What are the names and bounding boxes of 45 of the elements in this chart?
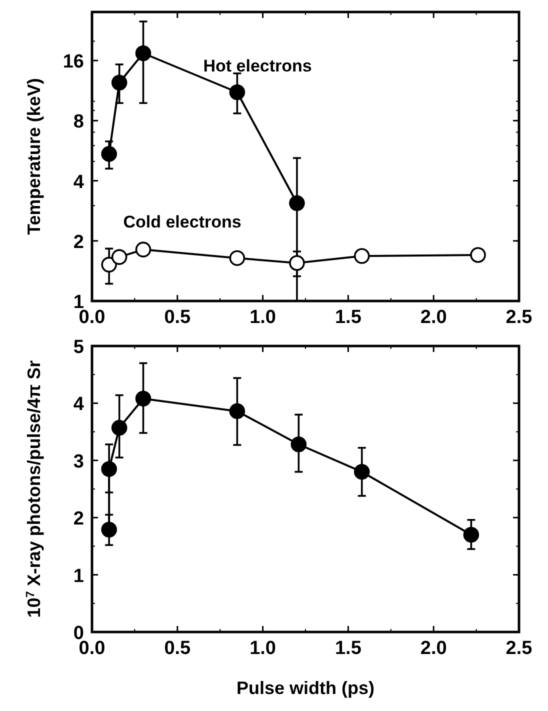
y-tick-label: 8 <box>73 112 84 133</box>
x-tick-label: 0.0 <box>78 307 106 328</box>
y-tick-label: 1 <box>73 566 84 587</box>
point <box>229 84 246 100</box>
point <box>354 464 370 480</box>
x-tick-label: 1.0 <box>250 307 276 328</box>
point <box>135 242 152 258</box>
point <box>135 390 152 407</box>
x-tick-label: 1.0 <box>250 638 276 659</box>
y-tick-label: 4 <box>73 394 84 416</box>
x-tick-label: 2.0 <box>420 638 447 659</box>
point <box>111 420 128 436</box>
point <box>101 256 117 273</box>
point <box>101 146 117 162</box>
x-tick-label: 1.5 <box>334 638 362 659</box>
x-tick-label: 0.5 <box>164 307 192 328</box>
point <box>290 436 307 452</box>
point <box>111 74 128 91</box>
series-label: Hot electrons <box>203 56 312 76</box>
point <box>101 461 117 477</box>
x-tick-label: 1.5 <box>334 307 362 328</box>
x-tick-label: 0.5 <box>164 638 192 659</box>
y-tick-label: 3 <box>73 451 84 472</box>
x-axis-title: Pulse width (ps) <box>236 678 375 698</box>
x-tick-label: 2.0 <box>420 307 447 328</box>
x-tick-label: 0.0 <box>78 638 106 659</box>
point <box>111 249 128 265</box>
x-tick-label: 2.5 <box>506 307 533 328</box>
point <box>463 526 480 543</box>
y-tick-label: 2 <box>73 508 84 530</box>
point <box>354 248 370 264</box>
y-tick-label: 4 <box>73 172 84 193</box>
point <box>229 403 246 420</box>
y-tick-label: 5 <box>73 337 84 358</box>
point <box>289 255 305 271</box>
point <box>135 45 152 62</box>
series-label: Cold electrons <box>123 212 242 232</box>
x-tick-label: 2.5 <box>506 638 533 659</box>
y-tick-label: 16 <box>62 52 84 73</box>
y-axis-title: Temperature (keV) <box>24 78 44 235</box>
point <box>289 195 305 212</box>
point <box>229 250 246 266</box>
point <box>101 522 117 538</box>
point <box>470 247 486 263</box>
y-tick-label: 2 <box>73 232 84 253</box>
